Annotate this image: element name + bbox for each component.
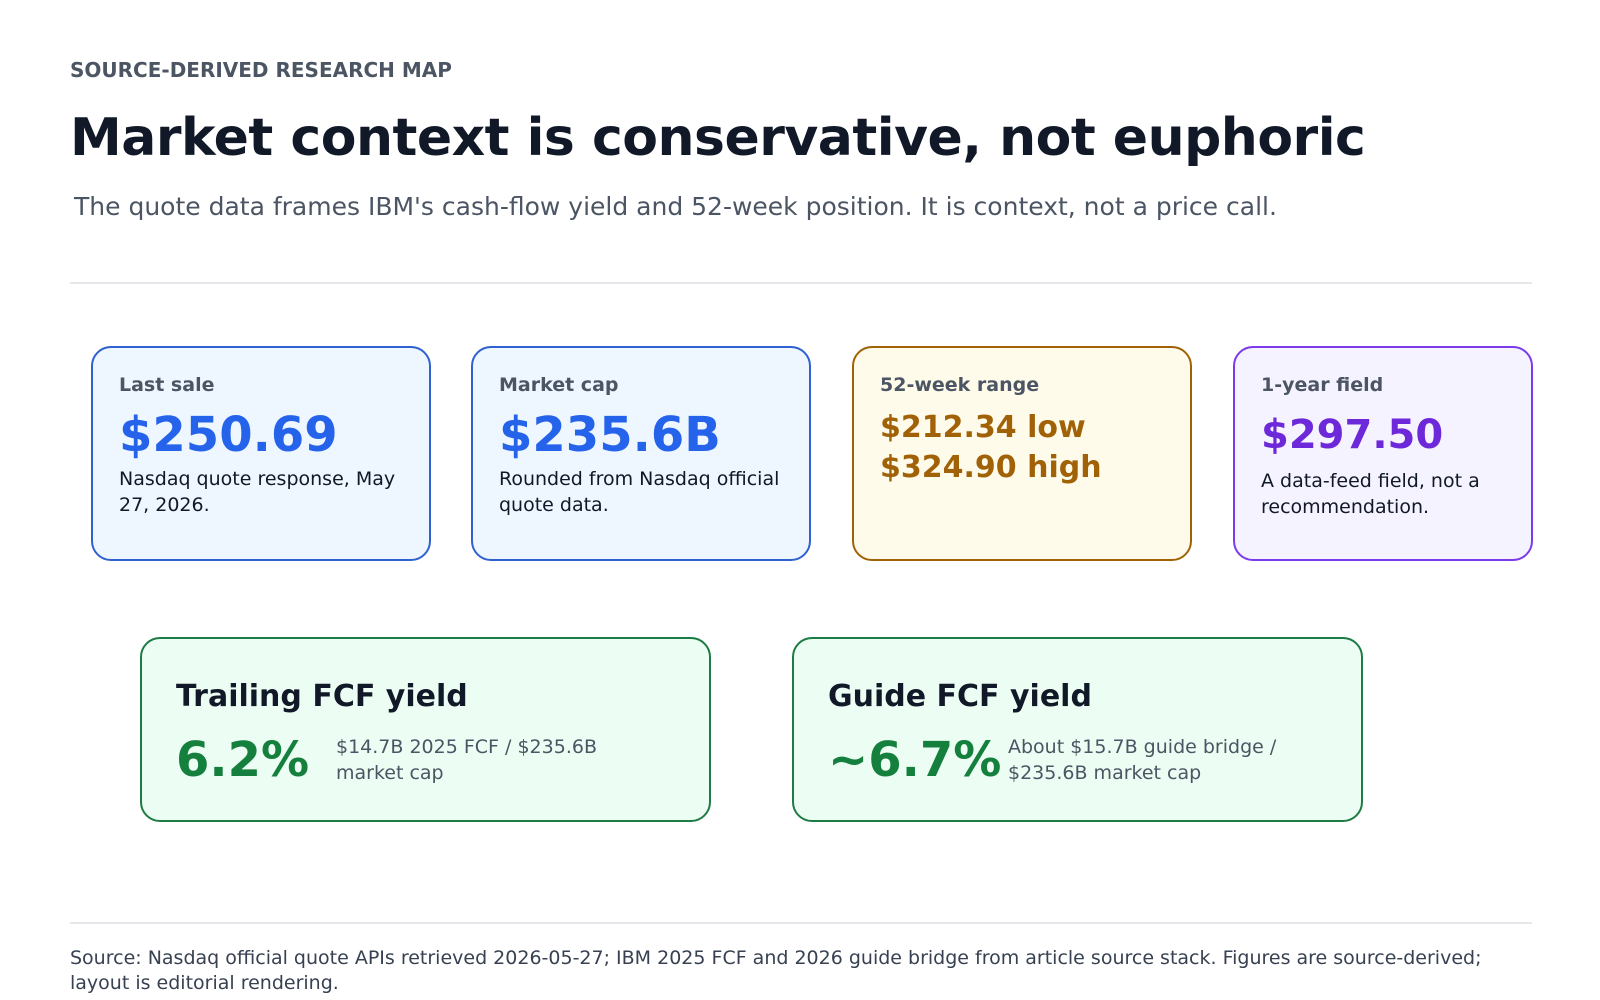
divider — [70, 922, 1532, 924]
source-note: Source: Nasdaq official quote APIs retri… — [70, 947, 1482, 994]
yield-card: Trailing FCF yield 6.2% $14.7B 2025 FCF /… — [140, 637, 711, 822]
range-low: $212.34 low — [880, 410, 1086, 445]
metric-card: 52-week range $212.34 low $324.90 high — [852, 346, 1192, 561]
metric-value: $297.50 — [1261, 412, 1444, 458]
yield-card: Guide FCF yield ~6.7% About $15.7B guide … — [792, 637, 1363, 822]
yield-label: Guide FCF yield — [828, 679, 1092, 714]
yield-note: $14.7B 2025 FCF / $235.6B market cap — [336, 736, 597, 784]
title: Market context is conservative, not euph… — [70, 108, 1366, 168]
metric-note: A data-feed field, not a recommendation. — [1261, 470, 1480, 518]
divider — [70, 282, 1532, 284]
metric-label: Last sale — [119, 374, 215, 396]
yield-note: About $15.7B guide bridge / $235.6B mark… — [1008, 736, 1277, 784]
metric-note: Rounded from Nasdaq official quote data. — [499, 468, 780, 517]
yield-value: 6.2% — [176, 732, 310, 788]
metric-card: Market cap $235.6B Rounded from Nasdaq o… — [471, 346, 811, 561]
yield-value: ~6.7% — [828, 732, 1002, 788]
metric-card: 1-year field $297.50 A data-feed field, … — [1233, 346, 1533, 561]
subtitle: The quote data frames IBM's cash-flow yi… — [74, 192, 1277, 221]
eyebrow: SOURCE-DERIVED RESEARCH MAP — [70, 58, 452, 82]
metric-label: 1-year field — [1261, 374, 1384, 396]
metric-note: Nasdaq quote response, May 27, 2026. — [119, 468, 396, 517]
metric-label: 52-week range — [880, 374, 1040, 396]
range-high: $324.90 high — [880, 450, 1102, 485]
yield-label: Trailing FCF yield — [176, 679, 468, 714]
metric-value: $250.69 — [119, 407, 338, 463]
metric-value: $235.6B — [499, 407, 721, 463]
metric-label: Market cap — [499, 374, 619, 396]
metric-card: Last sale $250.69 Nasdaq quote response,… — [91, 346, 431, 561]
metric-value: $212.34 low $324.90 high — [880, 408, 1164, 488]
